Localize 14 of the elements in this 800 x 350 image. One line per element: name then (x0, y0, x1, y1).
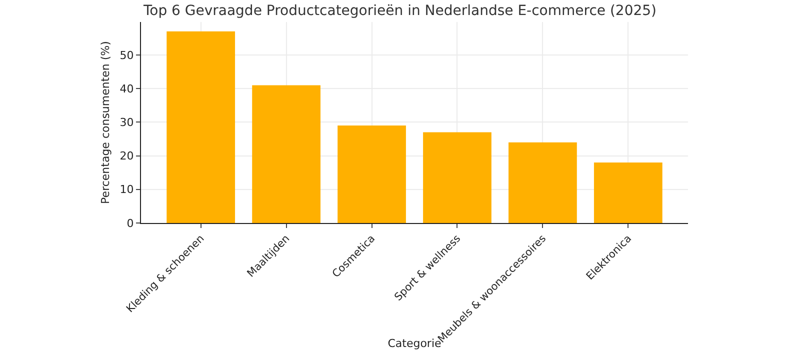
bar (252, 85, 320, 223)
chart-title: Top 6 Gevraagde Productcategorieën in Nederlandse E-commerce (2025) (142, 3, 657, 20)
y-tick-label: 40 (120, 82, 134, 96)
bar (166, 31, 236, 223)
y-tick-label: 30 (120, 116, 134, 130)
y-tick-label: 0 (126, 216, 134, 230)
bar (508, 142, 577, 223)
y-axis-title: Percentage consumenten (%) (99, 41, 112, 204)
bar (594, 162, 662, 223)
bar (338, 126, 406, 223)
bar (423, 132, 492, 223)
y-tick-label: 20 (120, 150, 134, 163)
y-tick-label: 50 (120, 48, 134, 62)
y-tick-label: 10 (120, 183, 134, 196)
